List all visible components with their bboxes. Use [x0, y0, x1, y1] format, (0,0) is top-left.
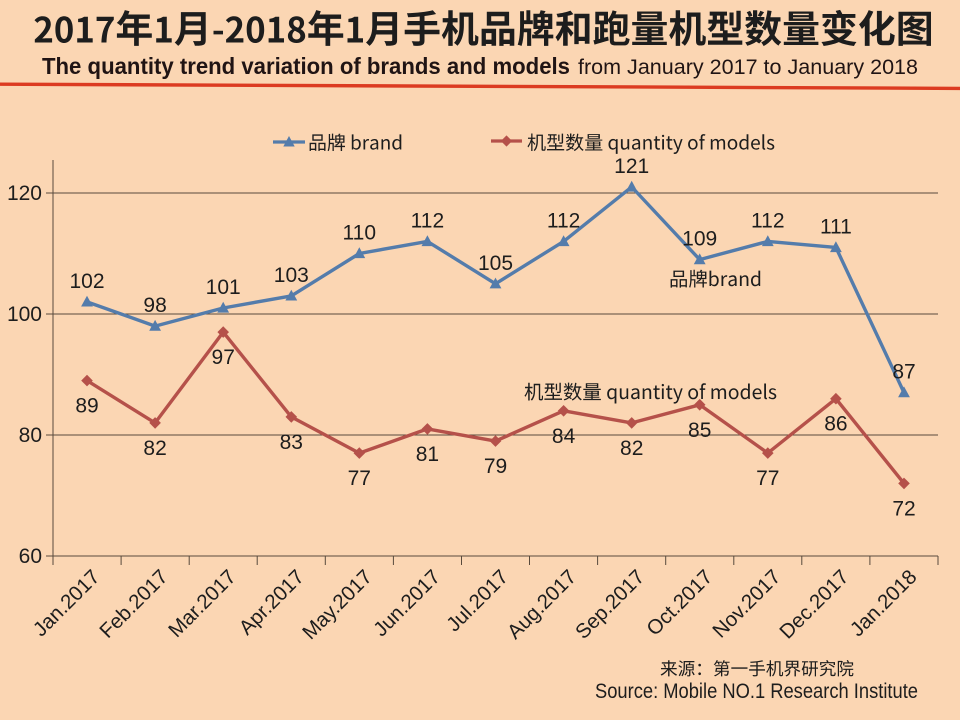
svg-text:Jan.2017: Jan.2017: [29, 565, 105, 641]
svg-text:79: 79: [484, 455, 507, 478]
svg-text:101: 101: [206, 276, 241, 299]
svg-text:May.2017: May.2017: [298, 565, 377, 644]
svg-text:Source: Mobile NO.1 Research I: Source: Mobile NO.1 Research Institute: [595, 680, 918, 703]
svg-text:111: 111: [820, 215, 852, 238]
svg-text:82: 82: [143, 437, 166, 460]
svg-text:98: 98: [143, 294, 166, 317]
svg-text:77: 77: [756, 467, 779, 490]
svg-text:100: 100: [7, 303, 42, 326]
svg-text:85: 85: [688, 419, 711, 442]
svg-text:80: 80: [19, 424, 42, 447]
svg-text:84: 84: [552, 425, 576, 448]
svg-text:Jul.2017: Jul.2017: [442, 565, 513, 636]
svg-text:87: 87: [892, 361, 915, 384]
svg-text:Oct.2017: Oct.2017: [642, 565, 717, 640]
svg-text:60: 60: [19, 545, 42, 568]
svg-text:83: 83: [280, 431, 303, 454]
svg-text:89: 89: [75, 395, 98, 418]
svg-text:112: 112: [411, 209, 444, 232]
svg-text:102: 102: [69, 270, 104, 293]
svg-text:The quantity trend variation o: The quantity trend variation of brands a…: [42, 53, 570, 79]
svg-text:77: 77: [348, 467, 371, 490]
svg-text:121: 121: [614, 155, 649, 178]
svg-text:112: 112: [751, 209, 784, 232]
svg-text:81: 81: [416, 443, 439, 466]
svg-text:Aug.2017: Aug.2017: [503, 565, 581, 643]
svg-text:109: 109: [682, 228, 717, 251]
svg-text:110: 110: [343, 222, 376, 245]
svg-text:103: 103: [274, 264, 309, 287]
svg-text:from January 2017 to January 2: from January 2017 to January 2018: [578, 55, 918, 79]
svg-text:82: 82: [620, 437, 643, 460]
svg-text:Nov.2017: Nov.2017: [708, 565, 785, 642]
svg-text:Sep.2017: Sep.2017: [571, 565, 649, 643]
svg-text:86: 86: [824, 413, 847, 436]
svg-text:120: 120: [7, 182, 42, 205]
svg-text:Mar.2017: Mar.2017: [164, 565, 241, 642]
svg-text:Dec.2017: Dec.2017: [775, 565, 853, 643]
svg-text:105: 105: [478, 252, 513, 275]
svg-text:112: 112: [547, 209, 580, 232]
svg-text:72: 72: [892, 497, 915, 520]
svg-text:Jun.2017: Jun.2017: [369, 565, 445, 641]
svg-text:Feb.2017: Feb.2017: [95, 565, 173, 643]
svg-text:Jan.2018: Jan.2018: [846, 565, 922, 641]
svg-text:97: 97: [212, 346, 235, 369]
